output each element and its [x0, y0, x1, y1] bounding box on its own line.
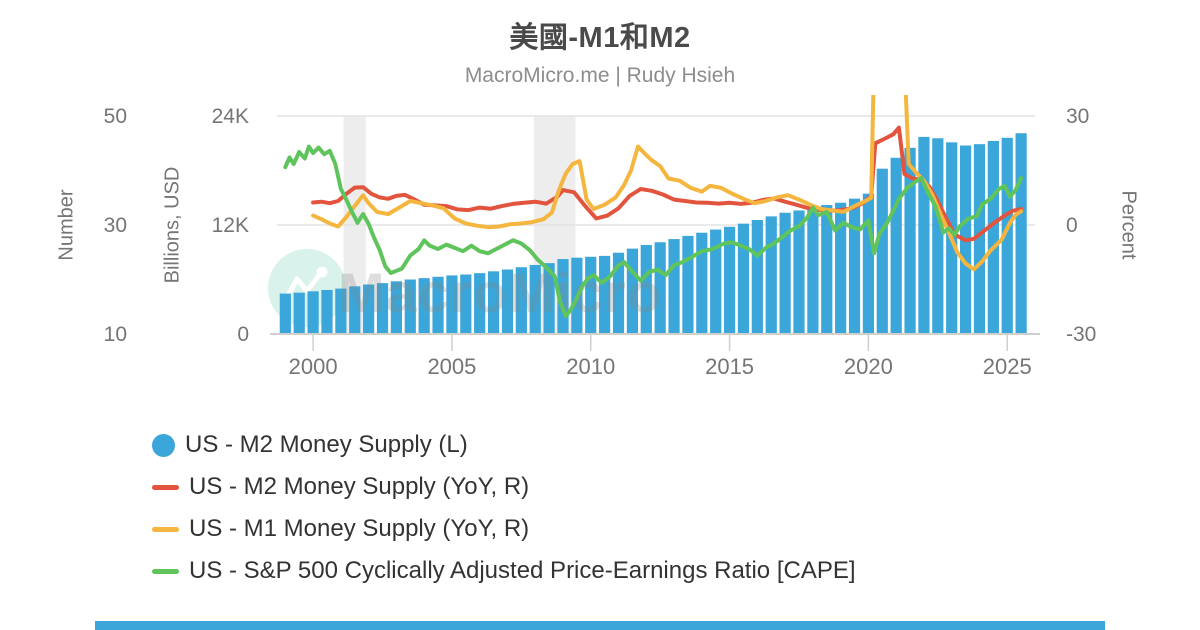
watermark-logo-icon: [268, 249, 346, 327]
line-series-cape: [283, 144, 1024, 318]
legend-item: US - M2 Money Supply (YoY, R): [152, 466, 856, 508]
bar: [835, 202, 847, 334]
legend-marker-circle: [152, 433, 175, 457]
bar: [973, 144, 986, 334]
bar: [779, 212, 791, 334]
bar: [279, 293, 291, 334]
bar: [821, 205, 833, 334]
bar: [932, 138, 944, 334]
bar: [376, 283, 389, 334]
axis-title-number: Number: [55, 189, 78, 261]
legend-label: US - M2 Money Supply (YoY, R): [189, 473, 530, 500]
bar: [446, 275, 458, 334]
axis-title-billions: Billions, USD: [161, 166, 184, 284]
legend: US - M2 Money Supply (L) US - M2 Money Su…: [152, 424, 856, 592]
bar: [1015, 133, 1027, 334]
x-tick-label: 2005: [427, 354, 476, 379]
bar: [432, 276, 444, 334]
bar: [890, 157, 902, 334]
x-tick-label: 2000: [289, 354, 338, 379]
bar: [807, 207, 819, 334]
y-tick-label-billions: 0: [237, 323, 249, 346]
bar: [293, 292, 305, 334]
bar: [876, 168, 888, 334]
legend-label: US - M1 Money Supply (YoY, R): [189, 515, 530, 542]
bar: [529, 264, 541, 334]
legend-marker-dash: [152, 526, 179, 532]
bar: [599, 255, 611, 334]
bar: [543, 263, 555, 334]
bottom-accent-bar: [95, 621, 1105, 630]
bar: [848, 198, 861, 334]
bar: [1001, 137, 1013, 334]
legend-marker-dash: [152, 568, 179, 574]
bar: [349, 286, 361, 334]
line-series-m2-yoy: [311, 125, 1024, 243]
bar: [363, 284, 375, 334]
bar: [737, 223, 750, 334]
legend-label: US - S&P 500 Cyclically Adjusted Price-E…: [189, 557, 856, 584]
x-tick-label: 2010: [566, 354, 615, 379]
x-tick-label: 2015: [705, 354, 754, 379]
bar: [321, 289, 333, 334]
bar: [987, 140, 999, 334]
bar: [404, 279, 416, 334]
y-tick-label-percent: 30: [1066, 105, 1089, 128]
bar: [585, 256, 597, 334]
legend-item: US - M2 Money Supply (L): [152, 424, 856, 466]
page-subtitle: MacroMicro.me | Rudy Hsieh: [464, 64, 736, 87]
y-tick-label-number: 30: [104, 214, 127, 237]
bar: [515, 267, 527, 334]
bar: [557, 259, 569, 334]
bar: [487, 271, 500, 334]
bar: [418, 278, 430, 334]
y-tick-label-billions: 12K: [212, 214, 249, 237]
bar: [918, 136, 930, 334]
legend-label: US - M2 Money Supply (L): [185, 431, 468, 458]
y-tick-label-number: 10: [104, 323, 127, 346]
bar: [862, 193, 875, 334]
bar: [474, 273, 486, 334]
bar: [765, 216, 777, 334]
bar: [501, 269, 514, 334]
bar: [696, 232, 708, 334]
bar: [904, 147, 916, 334]
bar: [654, 242, 666, 334]
legend-item: US - S&P 500 Cyclically Adjusted Price-E…: [152, 550, 856, 592]
line-series-m1-yoy: [311, 95, 1024, 272]
bar: [793, 210, 805, 334]
bar: [335, 288, 347, 334]
x-tick-label: 2020: [844, 354, 893, 379]
bar: [460, 274, 472, 334]
bar: [612, 252, 625, 334]
bar: [626, 248, 638, 334]
bar: [668, 239, 680, 334]
bar: [723, 226, 736, 334]
bar: [307, 291, 319, 334]
axis-title-percent: Percent: [1117, 190, 1140, 260]
bar: [640, 244, 652, 334]
bar: [390, 281, 402, 334]
y-tick-label-billions: 24K: [212, 105, 249, 128]
x-tick-label: 2025: [983, 354, 1032, 379]
legend-marker-dash: [152, 484, 179, 490]
bar: [710, 229, 722, 334]
legend-item: US - M1 Money Supply (YoY, R): [152, 508, 856, 550]
bar: [682, 235, 694, 334]
y-tick-label-percent: -30: [1066, 323, 1096, 346]
bar: [751, 220, 763, 334]
y-tick-label-percent: 0: [1066, 214, 1078, 237]
y-tick-label-number: 50: [104, 105, 127, 128]
page-title: 美國-M1和M2: [509, 22, 691, 54]
